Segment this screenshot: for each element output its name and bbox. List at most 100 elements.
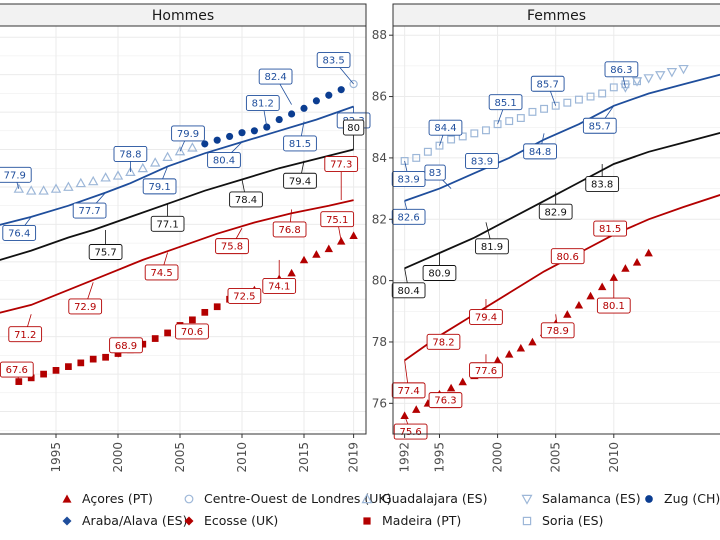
data-point <box>505 350 514 358</box>
x-tick-label: 2000 <box>111 442 125 473</box>
label-box <box>215 238 249 255</box>
data-point <box>631 77 643 87</box>
legend-symbol <box>522 516 532 525</box>
data-point <box>25 185 37 195</box>
label-text: 82.6 <box>397 212 419 223</box>
label-text: 80.1 <box>603 301 625 312</box>
data-point <box>13 183 25 193</box>
data-point <box>238 129 246 137</box>
series-1 <box>620 64 689 93</box>
data-point <box>65 363 72 370</box>
legend-key-icon <box>363 516 371 525</box>
legend-key-icon <box>184 516 194 525</box>
label-text: 81.9 <box>481 242 503 253</box>
data-label: 76.8 <box>272 209 307 238</box>
label-box <box>283 172 317 189</box>
label-text: 84.4 <box>434 123 456 134</box>
x-tick-label: 2015 <box>297 442 311 473</box>
y-tick-label: 76 <box>372 396 387 410</box>
legend-label: Soria (ES) <box>542 513 604 528</box>
label-box <box>72 202 107 219</box>
label-box <box>582 117 617 134</box>
data-label: 67.6 <box>0 361 34 382</box>
data-point <box>89 355 97 363</box>
label-text: 83 <box>429 168 442 179</box>
data-label: 79.4 <box>283 160 317 189</box>
data-point <box>189 316 196 324</box>
label-text: 81.2 <box>252 99 274 110</box>
label-box <box>113 146 148 162</box>
data-point <box>516 343 526 352</box>
label-box <box>316 52 351 68</box>
data-point <box>609 83 618 92</box>
label-box <box>426 333 461 350</box>
data-point <box>435 141 444 150</box>
data-label: 85.7 <box>582 105 617 134</box>
data-point <box>470 129 479 138</box>
data-point <box>63 181 74 191</box>
label-box <box>538 203 573 220</box>
label-text: 74.5 <box>150 268 172 279</box>
label-text: 75.8 <box>221 242 243 253</box>
label-text: 76.4 <box>8 228 30 239</box>
label-box <box>245 95 280 112</box>
series-5 <box>400 248 653 419</box>
data-point <box>598 89 607 98</box>
label-text: 79.4 <box>475 313 497 324</box>
data-point <box>586 291 595 300</box>
data-point <box>77 359 85 367</box>
legend-key-icon <box>645 494 653 503</box>
label-text: 77.1 <box>156 219 178 230</box>
data-point <box>164 329 171 337</box>
label-text: 80.6 <box>557 252 579 263</box>
label-text: 76.3 <box>434 396 456 407</box>
legend-key-icon <box>521 494 533 505</box>
legend-label: Salamanca (ES) <box>542 491 641 506</box>
label-box <box>391 208 426 225</box>
data-label: 75.1 <box>320 211 355 242</box>
data-point <box>586 92 595 101</box>
facet-strip <box>392 3 720 27</box>
data-label: 75.7 <box>88 230 123 260</box>
y-tick-label: 78 <box>372 335 387 349</box>
label-box <box>171 125 205 142</box>
label-text: 81.5 <box>289 139 311 150</box>
legend-symbol <box>184 494 194 503</box>
label-text: 77.4 <box>397 386 419 397</box>
data-point <box>162 151 173 161</box>
data-point <box>299 255 309 264</box>
data-label: 77.7 <box>72 192 107 219</box>
label-box <box>262 277 297 294</box>
label-text: 77.6 <box>475 366 497 377</box>
data-point <box>574 95 583 104</box>
data-point <box>75 177 87 188</box>
data-point <box>288 110 296 118</box>
label-text: 68.9 <box>115 341 137 352</box>
label-box <box>207 152 241 168</box>
legend-symbol <box>521 494 533 505</box>
panel-hommes: 83.582.481.279.978.877.982.381.580.479.1… <box>0 3 371 473</box>
data-label: 83.9 <box>391 160 426 187</box>
label-text: 78.8 <box>119 150 141 161</box>
x-tick-label: 2010 <box>235 442 249 473</box>
data-point <box>201 140 209 148</box>
data-point <box>151 335 159 342</box>
legend-symbol <box>184 516 194 525</box>
label-text: 86.3 <box>610 65 632 76</box>
data-point <box>324 244 333 253</box>
label-text: 80 <box>347 123 360 134</box>
data-label: 68.9 <box>109 337 143 358</box>
label-box <box>488 94 523 111</box>
label-box <box>530 75 565 92</box>
label-box <box>258 68 293 85</box>
legend-label: Centre-Ouest de Londres (UK) <box>204 491 392 506</box>
panel-femmes: 86.3 85.7 85.1 84.4 83.9 85.7 84.8 83.9 83 82.6 83… <box>372 3 720 473</box>
data-point <box>349 79 358 89</box>
label-text: 77.9 <box>4 170 26 181</box>
label-text: 75.7 <box>94 248 116 259</box>
data-label: 85.7 <box>530 75 565 106</box>
data-label: 83.5 <box>316 52 354 85</box>
data-label: 79.9 <box>171 125 205 152</box>
data-point <box>620 83 631 93</box>
data-label: 85.1 <box>488 94 523 125</box>
